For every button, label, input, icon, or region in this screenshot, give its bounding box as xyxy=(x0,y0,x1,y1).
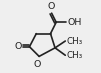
Text: O: O xyxy=(47,2,55,11)
Text: CH₃: CH₃ xyxy=(66,36,83,46)
Text: O: O xyxy=(14,42,22,51)
Text: CH₃: CH₃ xyxy=(66,51,83,60)
Text: O: O xyxy=(33,60,41,69)
Text: OH: OH xyxy=(68,18,82,27)
